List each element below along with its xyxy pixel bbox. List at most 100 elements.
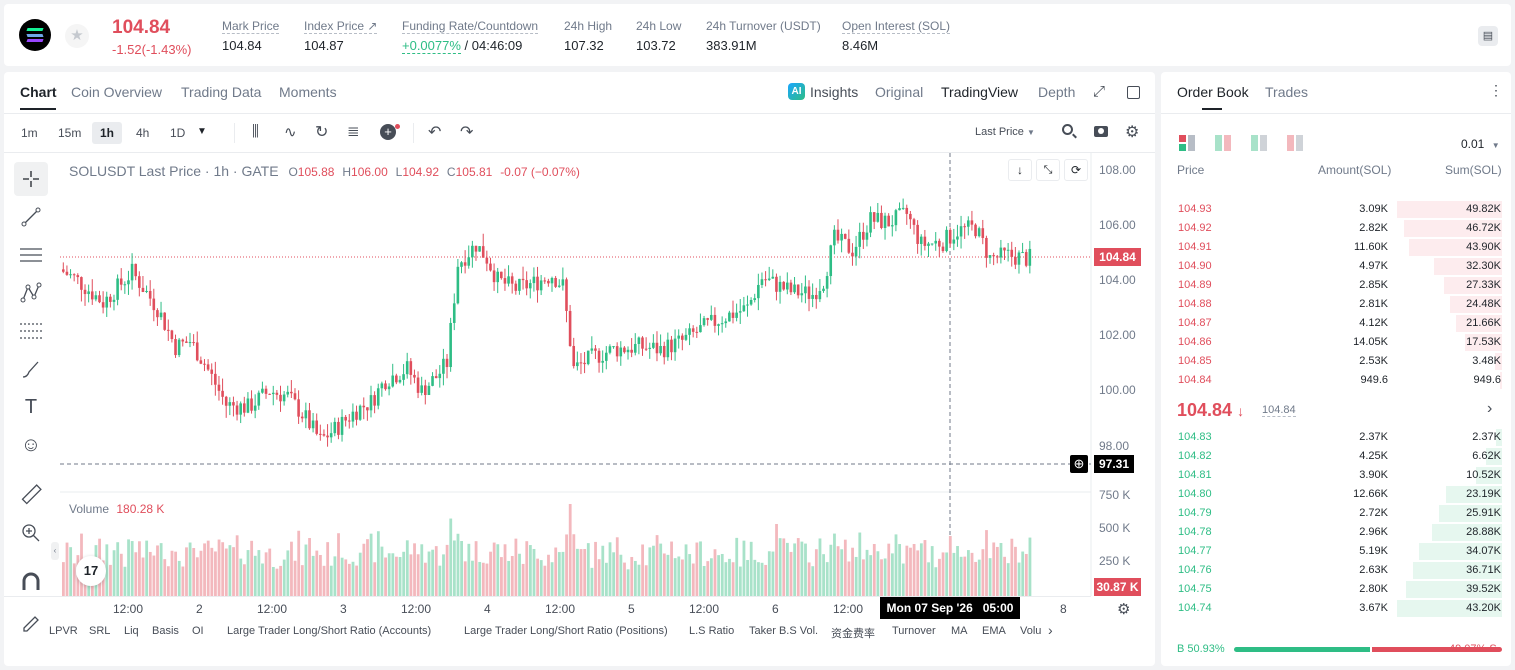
expand-icon[interactable]: ⤢: [1093, 83, 1106, 100]
add-alert-icon[interactable]: ⊕: [1070, 455, 1088, 473]
ask-row[interactable]: 104.93 3.09K 49.82K: [1176, 200, 1502, 219]
indicator-funding-rate[interactable]: 资金费率: [831, 628, 875, 640]
more-icon[interactable]: ⋮: [1489, 82, 1503, 98]
volume-bar: [1003, 556, 1006, 596]
view-tradingview[interactable]: TradingView: [941, 84, 1019, 100]
indicator-ma[interactable]: MA: [951, 625, 968, 637]
indicator-ltlsr-accounts[interactable]: Large Trader Long/Short Ratio (Accounts): [227, 625, 432, 637]
bid-row[interactable]: 104.81 3.90K 10.52K: [1176, 466, 1502, 485]
tab-trades[interactable]: Trades: [1265, 84, 1309, 100]
horizontal-lines-tool-icon[interactable]: [14, 238, 48, 272]
bid-row[interactable]: 104.77 5.19K 34.07K: [1176, 542, 1502, 561]
precision-select[interactable]: 0.01 ▼: [1461, 137, 1500, 151]
chevron-right-icon[interactable]: ›: [1487, 400, 1493, 417]
tab-order-book[interactable]: Order Book: [1177, 84, 1249, 100]
text-tool-icon[interactable]: T: [24, 395, 38, 418]
tab-coin-overview[interactable]: Coin Overview: [71, 84, 163, 100]
indicator-volume[interactable]: Volu: [1020, 625, 1042, 637]
row-amount: 5.19K: [1359, 545, 1388, 557]
scroll-down-icon[interactable]: ↓: [1008, 159, 1032, 181]
trendline-tool-icon[interactable]: [14, 200, 48, 234]
view-insights[interactable]: Insights: [810, 84, 859, 100]
layout-asks-icon[interactable]: [1287, 135, 1303, 151]
bid-row[interactable]: 104.79 2.72K 25.91K: [1176, 504, 1502, 523]
ask-row[interactable]: 104.91 11.60K 43.90K: [1176, 238, 1502, 257]
indicator-turnover[interactable]: Turnover: [892, 625, 936, 637]
ask-row[interactable]: 104.86 14.05K 17.53K: [1176, 333, 1502, 352]
indicator-basis[interactable]: Basis: [152, 625, 179, 637]
window-icon[interactable]: [1127, 86, 1140, 99]
axis-settings-icon[interactable]: ⚙: [1117, 601, 1131, 618]
bid-row[interactable]: 104.76 2.63K 36.71K: [1176, 561, 1502, 580]
indicator-ema[interactable]: EMA: [982, 625, 1006, 637]
bid-row[interactable]: 104.82 4.25K 6.62K: [1176, 447, 1502, 466]
bid-row[interactable]: 104.74 3.67K 43.20K: [1176, 599, 1502, 618]
indicator-oi[interactable]: OI: [192, 625, 204, 637]
indicators-icon[interactable]: ∿: [284, 124, 297, 141]
add-icon[interactable]: +: [380, 124, 396, 140]
ask-row[interactable]: 104.88 2.81K 24.48K: [1176, 295, 1502, 314]
collapse-icon[interactable]: ⤡: [1036, 159, 1060, 181]
bid-row[interactable]: 104.80 12.66K 23.19K: [1176, 485, 1502, 504]
collapse-toolbar-icon[interactable]: ‹: [51, 542, 59, 560]
replay-icon[interactable]: ↻: [315, 124, 329, 141]
ruler-tool-icon[interactable]: [14, 478, 48, 512]
indicator-ls-ratio[interactable]: L.S Ratio: [689, 625, 735, 637]
index-price-label[interactable]: Index Price ↗: [304, 19, 378, 34]
favorite-star-icon[interactable]: ★: [65, 24, 89, 48]
indicator-lpvr[interactable]: LPVR: [49, 625, 78, 637]
tf-1m[interactable]: 1m: [21, 126, 38, 140]
candle-body: [101, 302, 105, 308]
bid-row[interactable]: 104.78 2.96K 28.88K: [1176, 523, 1502, 542]
tf-1d[interactable]: 1D: [170, 126, 186, 140]
tf-15m[interactable]: 15m: [58, 126, 82, 140]
candle-body: [945, 229, 948, 252]
camera-icon[interactable]: [1094, 126, 1108, 137]
crosshair-tool-icon[interactable]: [14, 162, 48, 196]
layout-both-alt-icon[interactable]: [1215, 135, 1231, 151]
tf-4h[interactable]: 4h: [136, 126, 150, 140]
template-icon[interactable]: ≣: [347, 123, 360, 140]
down-arrow-icon: ↓: [1237, 403, 1245, 419]
search-icon[interactable]: [1062, 124, 1073, 135]
view-depth[interactable]: Depth: [1038, 84, 1076, 100]
tf-1h[interactable]: 1h: [92, 122, 123, 144]
candle-type-icon[interactable]: ⫼: [252, 123, 259, 140]
ask-row[interactable]: 104.90 4.97K 32.30K: [1176, 257, 1502, 276]
redo-icon[interactable]: ↷: [460, 124, 474, 141]
chevron-right-icon[interactable]: ›: [1048, 622, 1053, 638]
tab-chart[interactable]: Chart: [20, 84, 57, 100]
indicator-ltlsr-positions[interactable]: Large Trader Long/Short Ratio (Positions…: [464, 625, 668, 637]
emoji-tool-icon[interactable]: ☺: [20, 433, 42, 456]
price-chart[interactable]: [0, 0, 1160, 640]
ask-row[interactable]: 104.92 2.82K 46.72K: [1176, 219, 1502, 238]
indicator-srl[interactable]: SRL: [89, 625, 111, 637]
settings-gear-icon[interactable]: ⚙: [1125, 124, 1140, 141]
brush-tool-icon[interactable]: [14, 352, 48, 386]
fit-icon[interactable]: ⟳: [1064, 159, 1088, 181]
price-type-select[interactable]: Last Price ▼: [975, 126, 1035, 138]
zoom-tool-icon[interactable]: [14, 516, 48, 550]
magnet-tool-icon[interactable]: [14, 566, 48, 600]
undo-icon[interactable]: ↶: [428, 124, 442, 141]
book-icon[interactable]: ▤: [1478, 26, 1498, 46]
view-original[interactable]: Original: [875, 84, 924, 100]
indicator-taker-bs-vol[interactable]: Taker B.S Vol.: [749, 625, 819, 637]
pencil-lock-tool-icon[interactable]: [14, 604, 48, 638]
depth-bar: [1444, 277, 1502, 294]
candle-body: [80, 277, 83, 290]
layout-bids-icon[interactable]: [1251, 135, 1267, 151]
ask-row[interactable]: 104.87 4.12K 21.66K: [1176, 314, 1502, 333]
chevron-down-icon[interactable]: ▼: [197, 126, 207, 137]
ask-row[interactable]: 104.85 2.53K 3.48K: [1176, 352, 1502, 371]
tab-trading-data[interactable]: Trading Data: [181, 84, 262, 100]
ask-row[interactable]: 104.84 949.6 949.6: [1176, 371, 1502, 390]
ask-row[interactable]: 104.89 2.85K 27.33K: [1176, 276, 1502, 295]
tab-moments[interactable]: Moments: [279, 84, 337, 100]
bid-row[interactable]: 104.83 2.37K 2.37K: [1176, 428, 1502, 447]
tradingview-logo-icon[interactable]: 17: [76, 556, 106, 586]
layout-both-icon[interactable]: [1179, 135, 1195, 151]
pattern-tool-icon[interactable]: [14, 276, 48, 310]
indicator-liq[interactable]: Liq: [124, 625, 139, 637]
bid-row[interactable]: 104.75 2.80K 39.52K: [1176, 580, 1502, 599]
